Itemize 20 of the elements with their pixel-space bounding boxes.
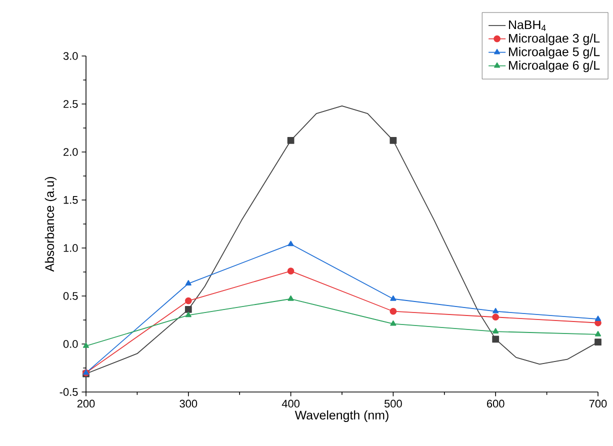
y-tick-label: 2.0 <box>64 148 78 156</box>
y-tick-label: 1.5 <box>64 196 78 204</box>
x-tick-label: 200 <box>77 400 95 408</box>
legend-label: Microalgae 3 g/L <box>509 34 600 46</box>
y-tick-label: 1.0 <box>64 244 78 252</box>
legend-label: Microalgae 6 g/L <box>509 60 600 72</box>
y-axis-title: Absorbance (a.u) <box>44 177 56 272</box>
y-tick-label: 0.0 <box>63 340 78 348</box>
x-tick-label: 600 <box>487 400 504 408</box>
legend-label: NaBH$_{4}$ <box>509 20 546 31</box>
y-tick-label: 2.5 <box>64 100 78 108</box>
y-tick-label: 3.0 <box>63 52 78 60</box>
x-tick-label: 300 <box>180 400 198 408</box>
legend-label: Microalgae 5 g/L <box>509 47 600 59</box>
y-tick-label: 0.5 <box>63 292 78 300</box>
x-tick-label: 400 <box>282 400 300 408</box>
y-tick-label: -0.5 <box>60 388 78 396</box>
x-axis-title: Wavelength (nm) <box>294 410 388 422</box>
x-tick-label: 500 <box>384 400 402 408</box>
x-tick-label: 700 <box>589 400 607 408</box>
